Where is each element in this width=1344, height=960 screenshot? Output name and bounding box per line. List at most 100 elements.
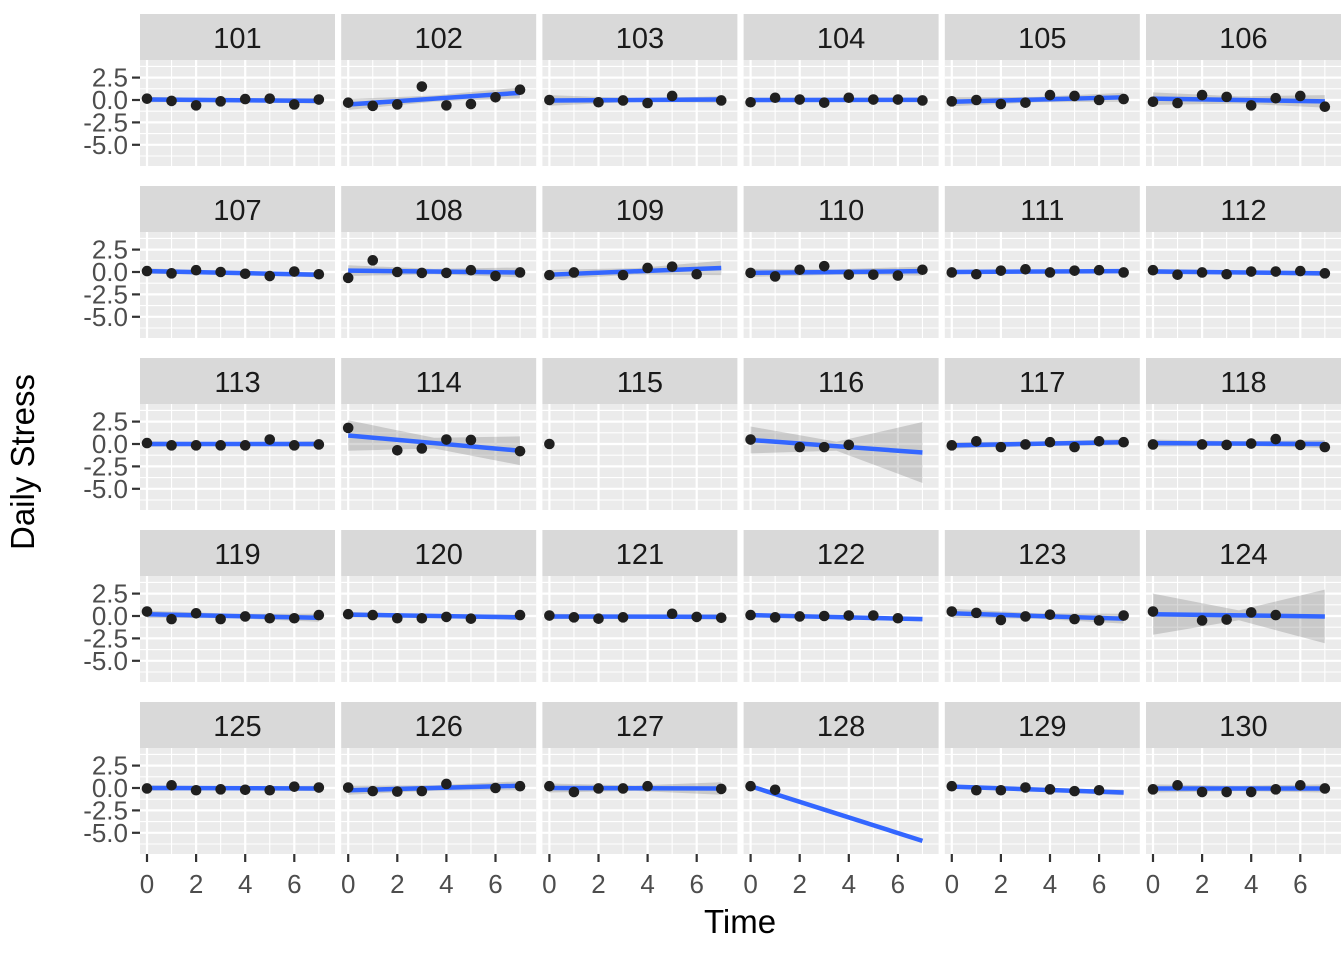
facet-strip (542, 186, 738, 232)
data-point (166, 95, 177, 107)
data-point (917, 95, 928, 106)
facet-strip-label: 127 (616, 711, 664, 743)
facet-panel (140, 748, 335, 854)
facet-strip (542, 530, 738, 576)
data-point (1118, 610, 1129, 621)
facet-panel (341, 748, 537, 854)
data-point (367, 255, 379, 266)
data-point (166, 440, 177, 451)
data-point (215, 96, 226, 107)
data-point (691, 268, 702, 280)
data-point (190, 784, 202, 796)
data-point (1147, 784, 1159, 795)
data-point (313, 782, 325, 793)
data-point (264, 93, 276, 104)
data-point (1245, 607, 1257, 618)
data-point (1270, 433, 1282, 445)
data-point (1093, 436, 1105, 447)
y-tick-label: -5.0 (83, 818, 128, 848)
regression-line (348, 268, 521, 275)
data-point (892, 270, 904, 281)
facet-strip-label: 115 (617, 367, 663, 399)
data-point (642, 97, 653, 109)
data-point (264, 270, 276, 282)
data-point (971, 268, 982, 280)
facet-panel (944, 404, 1140, 510)
data-point (264, 434, 276, 445)
data-point (544, 438, 555, 450)
facet-122: 122 (743, 530, 939, 682)
data-point (1118, 93, 1129, 105)
facet-strip-label: 110 (818, 195, 864, 227)
data-point (289, 99, 300, 110)
data-point (1069, 265, 1080, 276)
data-point (818, 441, 830, 453)
regression-line (348, 433, 521, 453)
data-point (141, 265, 153, 277)
data-point (1172, 780, 1183, 791)
data-point (1245, 266, 1257, 277)
x-tick-label: 0 (341, 869, 355, 899)
data-point (1172, 269, 1183, 280)
data-point (1044, 436, 1056, 448)
facet-strip-label: 119 (214, 539, 260, 571)
data-point (1044, 784, 1056, 795)
data-point (715, 612, 727, 624)
data-point (1069, 785, 1080, 797)
data-point (367, 100, 379, 112)
facet-106: 106 (1146, 14, 1341, 166)
data-point (568, 267, 580, 278)
facet-strip (140, 702, 335, 748)
data-point (1319, 441, 1331, 453)
data-point (666, 261, 678, 272)
data-point (1093, 615, 1105, 626)
data-point (843, 610, 855, 621)
facet-panel (542, 232, 738, 338)
data-point (313, 268, 325, 280)
data-point (141, 606, 153, 617)
x-tick-label: 2 (189, 869, 203, 899)
facet-panels-group: 101 102 103 104 105 106 107 108 109 110 111 112 113 1… (140, 14, 1341, 854)
data-point (593, 613, 604, 624)
y-tick-label: -5.0 (83, 130, 128, 160)
confidence-band (750, 422, 923, 483)
regression-line (1152, 96, 1325, 104)
regression-line (549, 97, 722, 103)
y-tick-label: 0.0 (92, 429, 128, 459)
data-point (392, 266, 403, 278)
facet-strip (944, 358, 1140, 404)
x-tick-label: 4 (1244, 869, 1258, 899)
data-point (617, 783, 629, 794)
facet-panel (1146, 748, 1341, 854)
data-point (794, 94, 805, 105)
x-tick-label: 4 (640, 869, 654, 899)
facet-107: 107 (140, 186, 335, 338)
facet-strip (1146, 702, 1341, 748)
data-point (1093, 784, 1105, 796)
data-point (971, 607, 982, 619)
data-point (215, 440, 226, 451)
facet-strip-label: 125 (213, 711, 261, 743)
data-point (215, 784, 226, 795)
data-point (1221, 91, 1232, 103)
data-point (995, 784, 1007, 796)
data-point (416, 612, 428, 624)
data-point (239, 784, 251, 796)
facet-strip (944, 14, 1140, 60)
data-point (995, 265, 1007, 276)
data-point (289, 612, 300, 624)
data-point (971, 784, 982, 796)
facet-strip (1146, 530, 1341, 576)
data-point (367, 785, 379, 797)
data-point (514, 445, 526, 457)
data-point (342, 97, 354, 108)
y-tick-label: 0.0 (92, 601, 128, 631)
y-tick-label: -5.0 (83, 474, 128, 504)
facet-panel (743, 576, 939, 682)
data-point (769, 92, 781, 104)
facet-strip-label: 122 (817, 539, 865, 571)
data-point (239, 268, 251, 280)
data-point (1196, 89, 1208, 101)
facet-strip-label: 117 (1019, 367, 1065, 399)
